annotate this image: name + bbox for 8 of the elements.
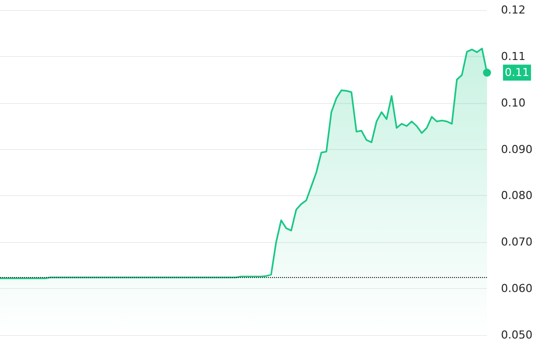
y-tick-label: 0.11 bbox=[501, 50, 526, 63]
y-tick-label: 0.080 bbox=[501, 189, 532, 202]
y-tick-label: 0.050 bbox=[501, 328, 532, 342]
y-tick-label: 0.10 bbox=[501, 96, 526, 110]
y-tick-label: 0.12 bbox=[501, 4, 526, 16]
y-tick-label: 0.060 bbox=[501, 282, 532, 296]
y-tick-label: 0.070 bbox=[501, 236, 532, 249]
y-tick-label: 0.090 bbox=[501, 142, 532, 156]
